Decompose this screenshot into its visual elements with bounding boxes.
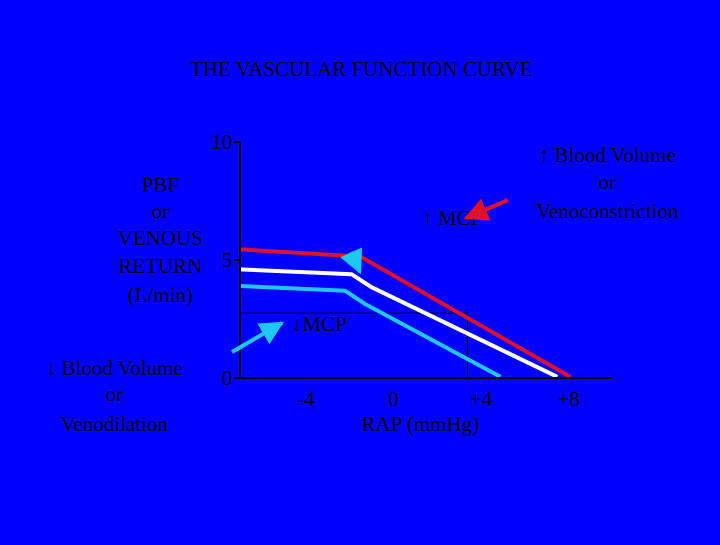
arrow-to-mcp xyxy=(340,247,363,275)
x-axis-label: RAP (mmHg) xyxy=(361,412,479,436)
decrease-annotation: ↓ Blood Volume or Venodilation xyxy=(46,356,183,436)
reference-lines xyxy=(240,312,469,378)
x-tick-label: +4 xyxy=(470,387,493,411)
mcp-decrease-label: ↓MCP xyxy=(292,312,347,336)
mcp-increase-label: ↑ MCP xyxy=(422,206,482,230)
annotation-arrows xyxy=(230,198,509,354)
tick-labels: 0 5 10 -4 0 +4 +8 xyxy=(211,130,579,411)
curve-decreased xyxy=(239,284,502,379)
decrease-annotation-line: or xyxy=(105,382,123,406)
x-tick-label: -4 xyxy=(297,387,315,411)
y-tick-label: 10 xyxy=(211,130,232,154)
y-axis-label-line: or xyxy=(151,199,169,223)
curve-normal xyxy=(239,267,559,379)
y-axis-label: PBF or VENOUS RETURN (L/min) xyxy=(117,173,202,307)
y-tick-label: 0 xyxy=(222,366,233,390)
x-tick-label: 0 xyxy=(388,387,399,411)
axes xyxy=(239,142,612,379)
decrease-annotation-line: ↓ Blood Volume xyxy=(46,356,183,380)
y-axis-label-line: (L/min) xyxy=(127,283,192,307)
increase-annotation: ↑ Blood Volume or Venoconstriction xyxy=(536,143,679,223)
arrow-to-red-curve xyxy=(463,198,509,221)
y-axis-label-line: VENOUS xyxy=(117,226,202,250)
y-tick-label: 5 xyxy=(222,248,233,272)
arrow-to-cyan-curve xyxy=(230,321,285,354)
y-axis-label-line: RETURN xyxy=(118,254,202,278)
chart-title: THE VASCULAR FUNCTION CURVE xyxy=(190,57,532,81)
y-axis-label-line: PBF xyxy=(141,173,178,197)
increase-annotation-line: ↑ Blood Volume xyxy=(539,143,676,167)
x-tick-label: +8 xyxy=(557,387,579,411)
decrease-annotation-line: Venodilation xyxy=(60,412,168,436)
increase-annotation-line: or xyxy=(598,170,616,194)
increase-annotation-line: Venoconstriction xyxy=(536,199,679,223)
